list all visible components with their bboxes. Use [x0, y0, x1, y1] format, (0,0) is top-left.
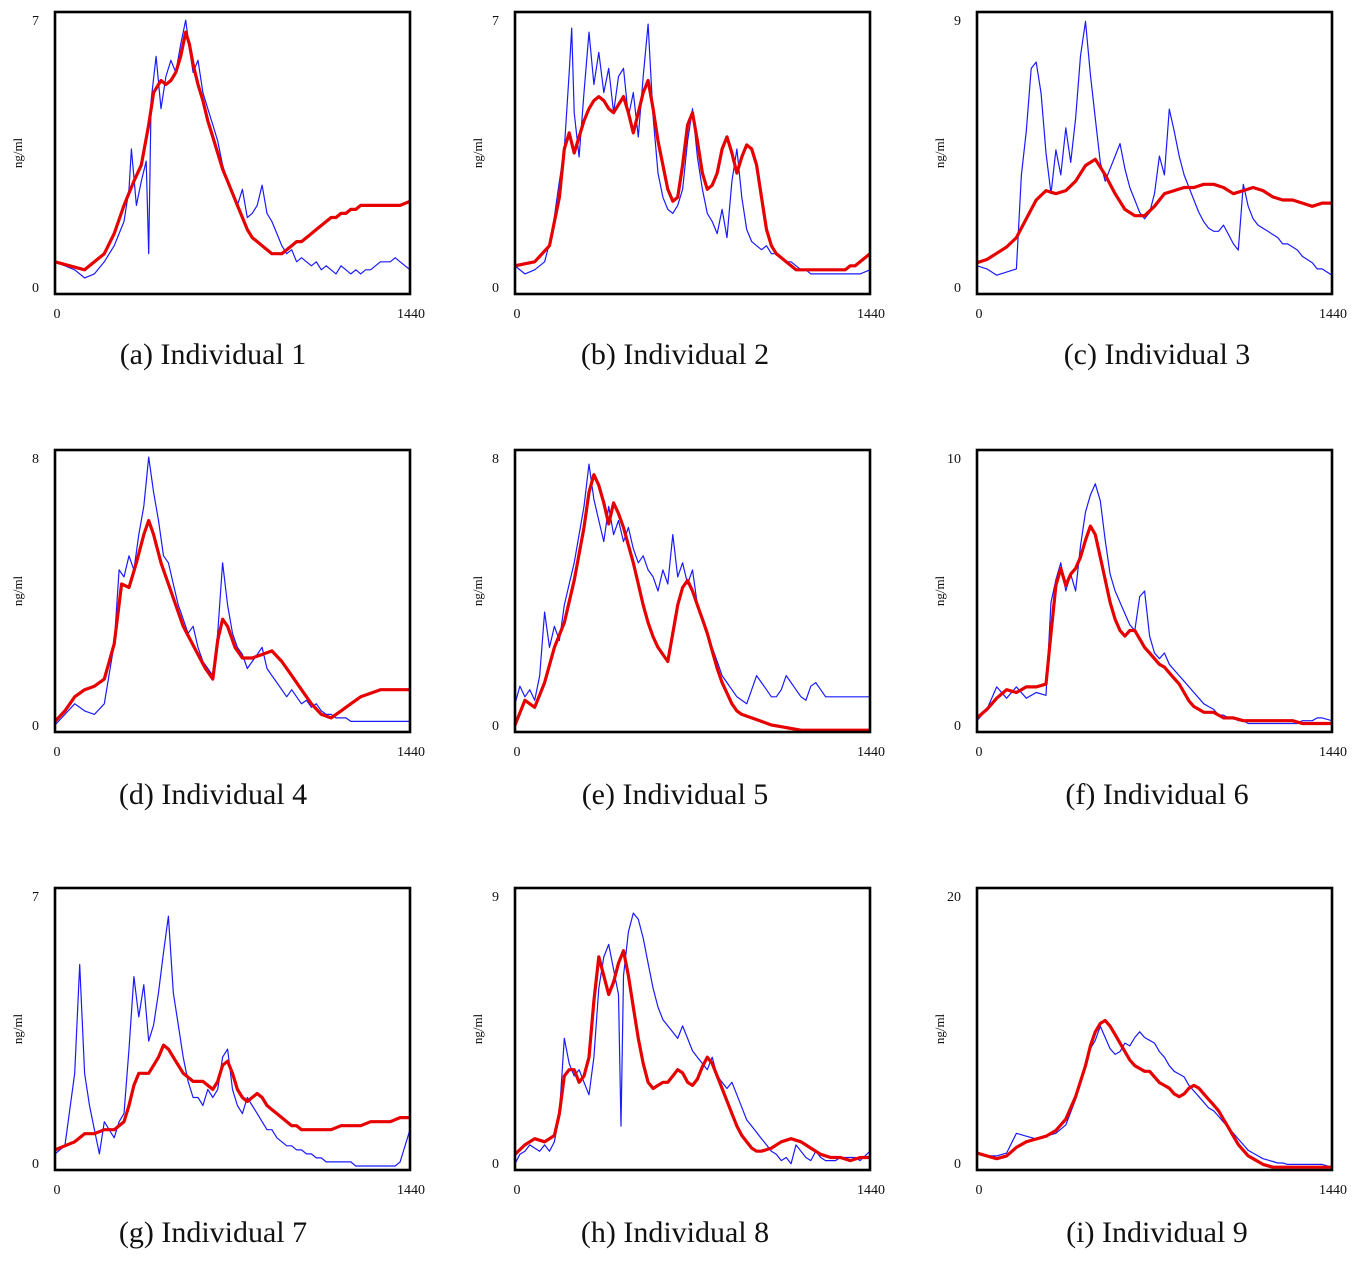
- x-tick-label: 1440: [397, 745, 425, 760]
- y-tick-label: 7: [492, 14, 499, 29]
- observed-series-line: [55, 19, 410, 279]
- plot-frame: [53, 10, 412, 296]
- chart-panel: 9 00 1440 ng/ml: [470, 886, 885, 1198]
- fitted-series-line: [55, 30, 410, 272]
- y-axis-label: ng/ml: [470, 137, 485, 168]
- x-tick-label: 1440: [397, 1183, 425, 1198]
- observed-series-line: [515, 23, 870, 275]
- y-axis-label: ng/ml: [10, 1013, 25, 1044]
- plot-frame: [513, 886, 872, 1172]
- x-tick-label: 1440: [857, 1183, 885, 1198]
- x-tick-label: 0: [976, 307, 983, 322]
- y-tick-label: 0: [954, 1157, 961, 1172]
- y-tick-label: 9: [954, 14, 961, 29]
- chart-panel: 10 00 1440 ng/ml: [932, 448, 1347, 760]
- x-tick-label: 0: [54, 745, 61, 760]
- x-tick-label: 1440: [857, 307, 885, 322]
- fitted-series-line: [55, 518, 410, 723]
- fitted-series-line: [977, 524, 1332, 726]
- x-tick-label: 0: [514, 745, 521, 760]
- x-tick-label: 1440: [1319, 745, 1347, 760]
- y-axis-label: ng/ml: [932, 575, 947, 606]
- plot-frame: [975, 448, 1334, 734]
- plot-frame: [975, 886, 1334, 1172]
- y-tick-label: 20: [947, 890, 961, 905]
- x-tick-label: 0: [514, 1183, 521, 1198]
- plot-frame: [513, 448, 872, 734]
- y-tick-label: 0: [492, 1157, 499, 1172]
- plot-frame: [975, 10, 1334, 296]
- y-tick-label: 0: [492, 719, 499, 734]
- plot-frame: [53, 886, 412, 1172]
- y-tick-label: 0: [32, 1157, 39, 1172]
- x-tick-label: 0: [976, 1183, 983, 1198]
- chart-panel: 8 00 1440 ng/ml: [470, 448, 885, 760]
- plot-frame: [53, 448, 412, 734]
- x-tick-label: 0: [54, 307, 61, 322]
- panel-caption: (g) Individual 7: [118, 1216, 308, 1249]
- chart-panel: 7 00 1440 ng/ml: [10, 10, 425, 322]
- y-tick-label: 7: [32, 890, 39, 905]
- observed-series-line: [515, 912, 870, 1165]
- y-axis-label: ng/ml: [470, 575, 485, 606]
- panel-caption: (i) Individual 9: [1066, 1216, 1248, 1249]
- fitted-series-line: [515, 473, 870, 732]
- chart-panel: 9 00 1440 ng/ml: [932, 10, 1347, 322]
- x-tick-label: 0: [54, 1183, 61, 1198]
- chart-panel: 8 00 1440 ng/ml: [10, 448, 425, 760]
- y-tick-label: 0: [32, 281, 39, 296]
- x-tick-label: 1440: [857, 745, 885, 760]
- y-axis-label: ng/ml: [932, 1013, 947, 1044]
- chart-panel: 7 00 1440 ng/ml: [470, 10, 885, 322]
- panel-caption: (f) Individual 6: [1065, 778, 1249, 811]
- chart-panel: 7 00 1440 ng/ml: [10, 886, 425, 1198]
- fitted-series-line: [515, 949, 870, 1163]
- y-tick-label: 7: [32, 14, 39, 29]
- y-tick-label: 0: [954, 281, 961, 296]
- y-tick-label: 0: [492, 281, 499, 296]
- panel-caption: (d) Individual 4: [118, 778, 308, 811]
- observed-series-line: [977, 20, 1332, 276]
- fitted-series-line: [55, 1043, 410, 1152]
- observed-series-line: [55, 456, 410, 726]
- observed-series-line: [55, 915, 410, 1167]
- observed-series-line: [515, 463, 870, 705]
- y-tick-label: 0: [32, 719, 39, 734]
- y-axis-label: ng/ml: [10, 137, 25, 168]
- x-tick-label: 0: [976, 745, 983, 760]
- panel-caption: (a) Individual 1: [119, 338, 307, 371]
- y-tick-label: 10: [947, 452, 961, 467]
- y-tick-label: 0: [954, 719, 961, 734]
- observed-series-line: [977, 1025, 1332, 1168]
- x-tick-label: 0: [514, 307, 521, 322]
- fitted-series-line: [977, 157, 1332, 265]
- y-axis-label: ng/ml: [932, 137, 947, 168]
- chart-panel: 20 00 1440 ng/ml: [932, 886, 1347, 1198]
- y-tick-label: 8: [32, 452, 39, 467]
- fitted-series-line: [515, 78, 870, 272]
- y-tick-label: 8: [492, 452, 499, 467]
- x-tick-label: 1440: [1319, 1183, 1347, 1198]
- x-tick-label: 1440: [397, 307, 425, 322]
- x-tick-label: 1440: [1319, 307, 1347, 322]
- panel-caption: (c) Individual 3: [1063, 338, 1251, 371]
- y-axis-label: ng/ml: [470, 1013, 485, 1044]
- panel-caption: (b) Individual 2: [580, 338, 770, 371]
- fitted-series-line: [977, 1018, 1332, 1169]
- panel-caption: (e) Individual 5: [581, 778, 769, 811]
- plot-frame: [513, 10, 872, 296]
- y-axis-label: ng/ml: [10, 575, 25, 606]
- y-tick-label: 9: [492, 890, 499, 905]
- panel-caption: (h) Individual 8: [580, 1216, 770, 1249]
